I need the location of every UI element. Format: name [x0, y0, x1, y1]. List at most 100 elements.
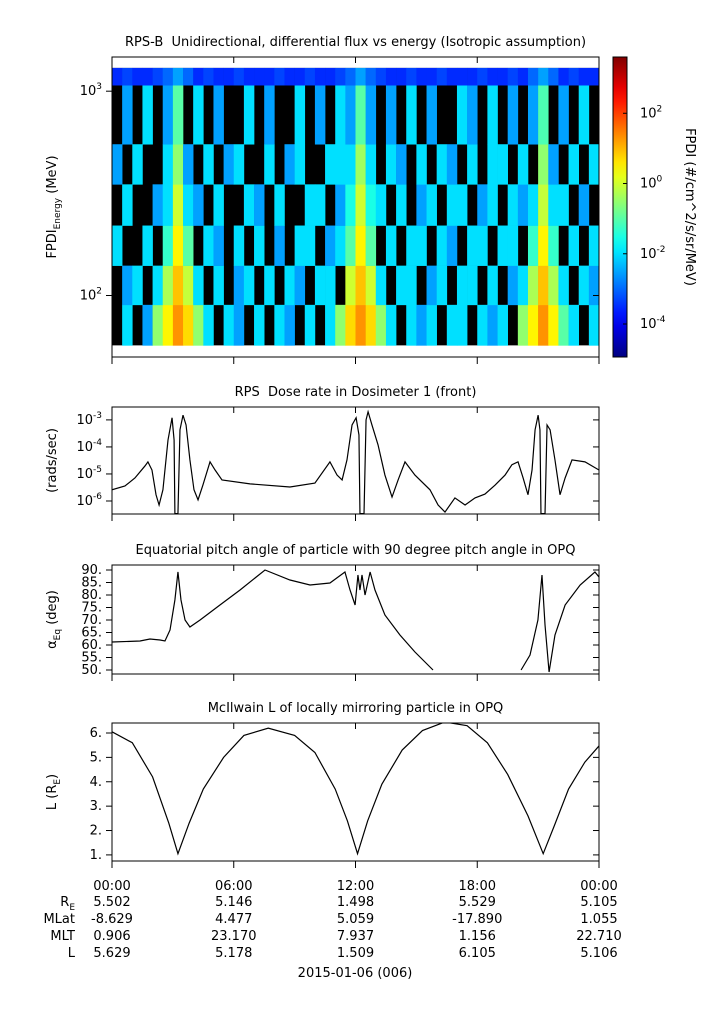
heatmap-cell — [172, 67, 184, 86]
heatmap-cell — [467, 225, 478, 266]
heatmap-cell — [223, 304, 235, 346]
date-label: 2015-01-06 (006) — [298, 966, 413, 981]
heatmap-cell — [304, 67, 316, 86]
y-tick-label: 50. — [81, 663, 102, 678]
ephemeris-label: MLT — [50, 929, 75, 944]
y-tick-label: 103 — [80, 82, 102, 99]
y-tick-label: 10-5 — [76, 464, 102, 481]
heatmap-cell — [193, 304, 204, 346]
heatmap-cell — [538, 67, 549, 86]
heatmap-cell — [304, 304, 316, 346]
heatmap-cell — [213, 85, 224, 145]
heatmap-cell — [527, 225, 539, 266]
heatmap-cell — [578, 265, 590, 306]
heatmap-cell — [538, 184, 549, 226]
data-line — [112, 409, 599, 514]
ephemeris-value: 0.906 — [93, 929, 130, 944]
plot-area — [112, 67, 599, 346]
heatmap-cell — [213, 67, 224, 86]
heatmap-cell — [416, 184, 427, 226]
colorbar-tick-label: 10-2 — [640, 244, 666, 261]
y-axis-label: L (RE) — [45, 774, 63, 810]
heatmap-cell — [385, 144, 397, 185]
heatmap-cell — [497, 304, 508, 346]
heatmap-cell — [345, 184, 356, 226]
heatmap-cell — [122, 184, 133, 226]
x-tick-label: 00:00 — [580, 879, 617, 894]
heatmap-cell — [325, 265, 336, 306]
y-tick-label: 65. — [81, 625, 102, 640]
heatmap-cell — [527, 304, 539, 346]
heatmap-cell — [416, 67, 427, 86]
heatmap-cell — [325, 225, 336, 266]
ephemeris-value: 5.529 — [459, 895, 496, 910]
heatmap-cell — [477, 225, 488, 266]
heatmap-cell — [588, 304, 599, 346]
ephemeris-value: -17.890 — [452, 912, 502, 927]
heatmap-cell — [558, 184, 569, 226]
ephemeris-value: 5.106 — [580, 946, 617, 961]
heatmap-cell — [243, 67, 255, 86]
heatmap-cell — [588, 225, 599, 266]
heatmap-cell — [416, 144, 427, 185]
heatmap-cell — [527, 265, 539, 306]
y-tick-label: 85. — [81, 575, 102, 590]
ephemeris-value: 5.146 — [215, 895, 252, 910]
heatmap-cell — [487, 144, 498, 185]
heatmap-cell — [345, 85, 356, 145]
heatmap-cell — [517, 304, 529, 346]
ephemeris-label: RE — [60, 895, 75, 913]
heatmap-cell — [243, 265, 255, 306]
heatmap-cell — [487, 304, 498, 346]
heatmap-cell — [162, 85, 174, 145]
heatmap-cell — [365, 144, 377, 185]
heatmap-cell — [426, 67, 437, 86]
heatmap-cell — [203, 144, 214, 185]
heatmap-cell — [517, 67, 529, 86]
heatmap-cell — [304, 225, 316, 266]
heatmap-cell — [568, 144, 580, 185]
heatmap-cell — [213, 225, 224, 266]
heatmap-cell — [517, 184, 529, 226]
heatmap-cell — [396, 184, 407, 226]
heatmap-cell — [183, 304, 194, 346]
heatmap-cell — [335, 184, 346, 226]
y-tick-label: 55. — [81, 650, 102, 665]
heatmap-cell — [223, 67, 235, 86]
heatmap-cell — [588, 265, 599, 306]
heatmap-cell — [314, 85, 326, 145]
heatmap-cell — [325, 304, 336, 346]
heatmap-cell — [172, 304, 184, 346]
heatmap-cell — [406, 304, 417, 346]
x-tick-label: 12:00 — [337, 879, 374, 894]
y-tick-label: 75. — [81, 600, 102, 615]
heatmap-cell — [548, 144, 559, 185]
ephemeris-value: 6.105 — [459, 946, 496, 961]
heatmap-cell — [538, 144, 549, 185]
heatmap-cell — [203, 67, 214, 86]
colorbar-label: FPDI (#/cm^2/s/sr/MeV) — [683, 128, 698, 286]
heatmap-cell — [183, 265, 194, 306]
heatmap-cell — [527, 184, 539, 226]
ephemeris-label: L — [68, 946, 76, 961]
heatmap-cell — [456, 304, 468, 346]
y-tick-label: 4. — [90, 774, 102, 789]
heatmap-cell — [203, 225, 214, 266]
heatmap-cell — [436, 144, 448, 185]
heatmap-cell — [375, 304, 387, 346]
heatmap-cell — [325, 67, 336, 86]
y-tick-label: 60. — [81, 638, 102, 653]
heatmap-cell — [507, 265, 519, 306]
y-axis-label: αEq (deg) — [45, 590, 63, 649]
y-tick-label: 102 — [80, 286, 102, 303]
heatmap-cell — [375, 184, 387, 226]
heatmap-cell — [355, 225, 366, 266]
heatmap-cell — [578, 67, 590, 86]
heatmap-cell — [142, 85, 153, 145]
panel-title: RPS-B Unidirectional, differential flux … — [125, 35, 586, 50]
heatmap-cell — [122, 265, 133, 306]
heatmap-cell — [467, 265, 478, 306]
heatmap-cell — [274, 67, 285, 86]
heatmap-cell — [122, 67, 133, 86]
